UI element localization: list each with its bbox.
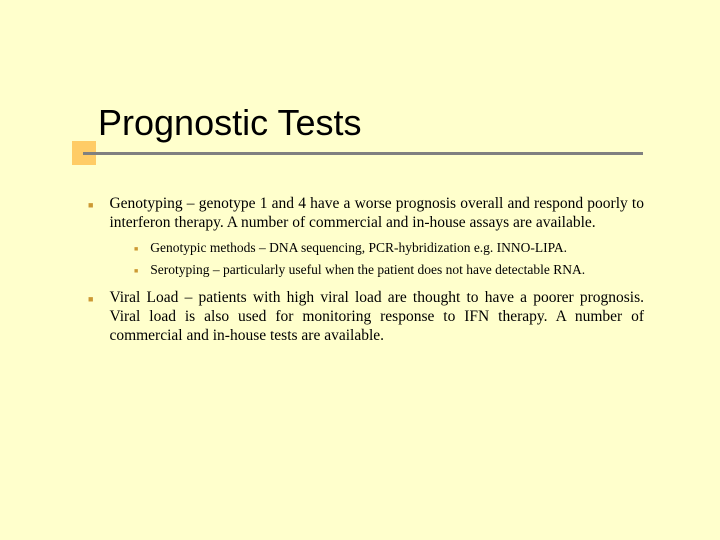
sub-list: ■ Genotypic methods – DNA sequencing, PC… xyxy=(134,240,644,279)
list-item: ■ Genotypic methods – DNA sequencing, PC… xyxy=(134,240,644,256)
list-item-text: Serotyping – particularly useful when th… xyxy=(150,262,644,278)
list-item-text: Viral Load – patients with high viral lo… xyxy=(109,289,644,346)
title-underline xyxy=(83,152,643,155)
slide-body: ■ Genotyping – genotype 1 and 4 have a w… xyxy=(88,195,644,351)
square-bullet-icon: ■ xyxy=(134,245,138,253)
list-item: ■ Serotyping – particularly useful when … xyxy=(134,262,644,278)
list-item-text: Genotyping – genotype 1 and 4 have a wor… xyxy=(109,195,644,233)
list-item-text: Genotypic methods – DNA sequencing, PCR-… xyxy=(150,240,644,256)
slide-title-block: Prognostic Tests xyxy=(98,102,361,144)
list-item: ■ Viral Load – patients with high viral … xyxy=(88,289,644,346)
square-bullet-icon: ■ xyxy=(88,200,93,210)
list-item: ■ Genotyping – genotype 1 and 4 have a w… xyxy=(88,195,644,233)
slide-title: Prognostic Tests xyxy=(98,102,361,143)
square-bullet-icon: ■ xyxy=(88,294,93,304)
square-bullet-icon: ■ xyxy=(134,267,138,275)
